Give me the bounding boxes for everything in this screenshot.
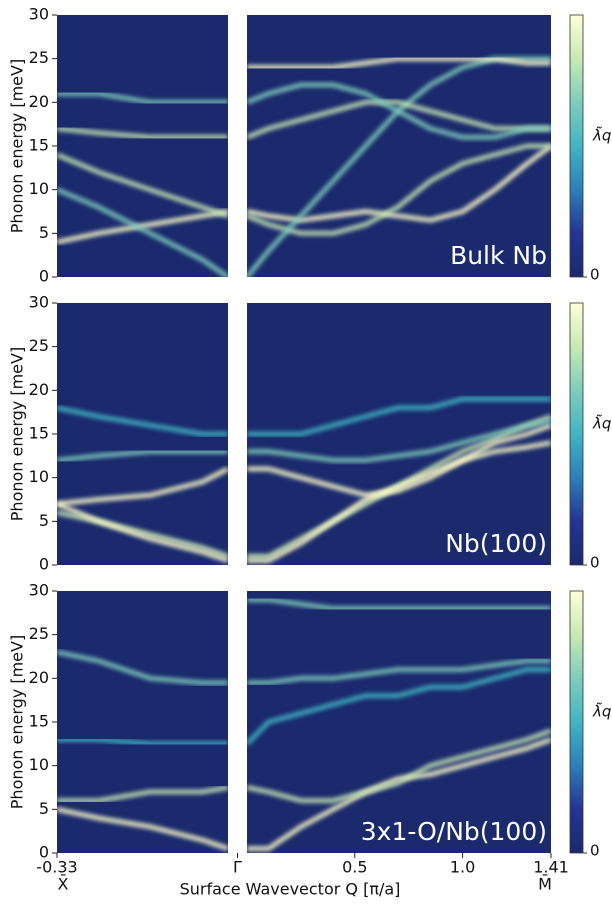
dispersion-branch — [57, 187, 228, 277]
dispersion-branch — [247, 56, 551, 70]
dispersion-branch — [247, 143, 551, 223]
dispersion-branch — [57, 209, 228, 245]
heatmap-right — [247, 591, 551, 853]
y-tick-label: 15 — [29, 136, 49, 155]
y-axis-label: Phonon energy [meV] — [8, 347, 27, 521]
y-tick-label: 25 — [29, 624, 49, 643]
x-point-label: M̄ — [538, 875, 552, 894]
dispersion-branch — [57, 649, 228, 686]
heatmap-left — [57, 591, 228, 853]
y-tick-label: 15 — [29, 424, 49, 443]
heatmap-right — [247, 15, 551, 277]
y-tick-label: 0 — [39, 267, 49, 286]
y-tick-label: 30 — [29, 293, 49, 312]
dispersion-branch — [57, 737, 228, 747]
x-axis-label: Surface Wavevector Q [π/a] — [180, 880, 401, 899]
panel-label: Bulk Nb — [450, 241, 547, 270]
x-point-label: X̄ — [58, 875, 69, 894]
dispersion-branch — [247, 597, 551, 611]
x-tick-label: 1.41 — [533, 858, 569, 877]
x-tick-label: 1.0 — [450, 858, 475, 877]
heatmap-left — [57, 15, 228, 277]
y-tick-label: 15 — [29, 712, 49, 731]
panel-label: Nb(100) — [445, 529, 547, 558]
x-tick-label: -0.33 — [36, 858, 77, 877]
dispersion-branch — [57, 466, 228, 507]
colorbar-tick-label: 0 — [590, 266, 600, 284]
dispersion-branch — [57, 91, 228, 105]
y-tick-label: 20 — [29, 668, 49, 687]
y-tick-label: 25 — [29, 48, 49, 67]
y-tick-label: 20 — [29, 92, 49, 111]
dispersion-branch — [57, 501, 228, 563]
dispersion-branch — [57, 806, 228, 851]
dispersion-branch — [247, 440, 551, 498]
dispersion-branch — [247, 422, 551, 564]
dispersion-branch — [57, 405, 228, 437]
dispersion-branch — [247, 658, 551, 686]
colorbar-tick-label: 0 — [590, 554, 600, 572]
y-tick-label: 0 — [39, 843, 49, 862]
y-axis-label: Phonon energy [meV] — [8, 635, 27, 809]
colorbar-label: λ̃qν — [592, 414, 612, 433]
dispersion-branch — [247, 667, 551, 746]
y-tick-label: 5 — [39, 511, 49, 530]
y-tick-label: 5 — [39, 799, 49, 818]
y-tick-label: 30 — [29, 5, 49, 24]
dispersion-branch — [247, 396, 551, 437]
y-tick-label: 10 — [29, 467, 49, 486]
dispersion-branch — [57, 152, 228, 219]
colorbar — [569, 302, 584, 566]
colorbar-tick-label: 0 — [590, 842, 600, 860]
y-tick-label: 10 — [29, 755, 49, 774]
y-tick-label: 5 — [39, 223, 49, 242]
y-tick-label: 10 — [29, 179, 49, 198]
colorbar — [569, 14, 584, 278]
dispersion-branch — [247, 99, 551, 140]
dispersion-branch — [57, 126, 228, 140]
y-tick-label: 25 — [29, 336, 49, 355]
colorbar — [569, 590, 584, 854]
dispersion-branch — [247, 728, 551, 804]
y-tick-label: 20 — [29, 380, 49, 399]
colorbar-label: λ̃qν — [592, 702, 612, 721]
y-axis-label: Phonon energy [meV] — [8, 59, 27, 233]
colorbar-label: λ̃qν — [592, 126, 612, 145]
x-tick-label: 0.5 — [342, 858, 367, 877]
dispersion-branch — [247, 737, 551, 852]
dispersion-branch — [57, 510, 228, 559]
x-tick-label: Γ — [233, 858, 242, 877]
dispersion-branch — [247, 82, 551, 140]
dispersion-branch — [247, 418, 551, 463]
dispersion-branch — [57, 449, 228, 463]
y-tick-label: 0 — [39, 555, 49, 574]
y-tick-label: 30 — [29, 581, 49, 600]
dispersion-branch — [57, 785, 228, 804]
panel-label: 3x1-O/Nb(100) — [361, 817, 547, 846]
